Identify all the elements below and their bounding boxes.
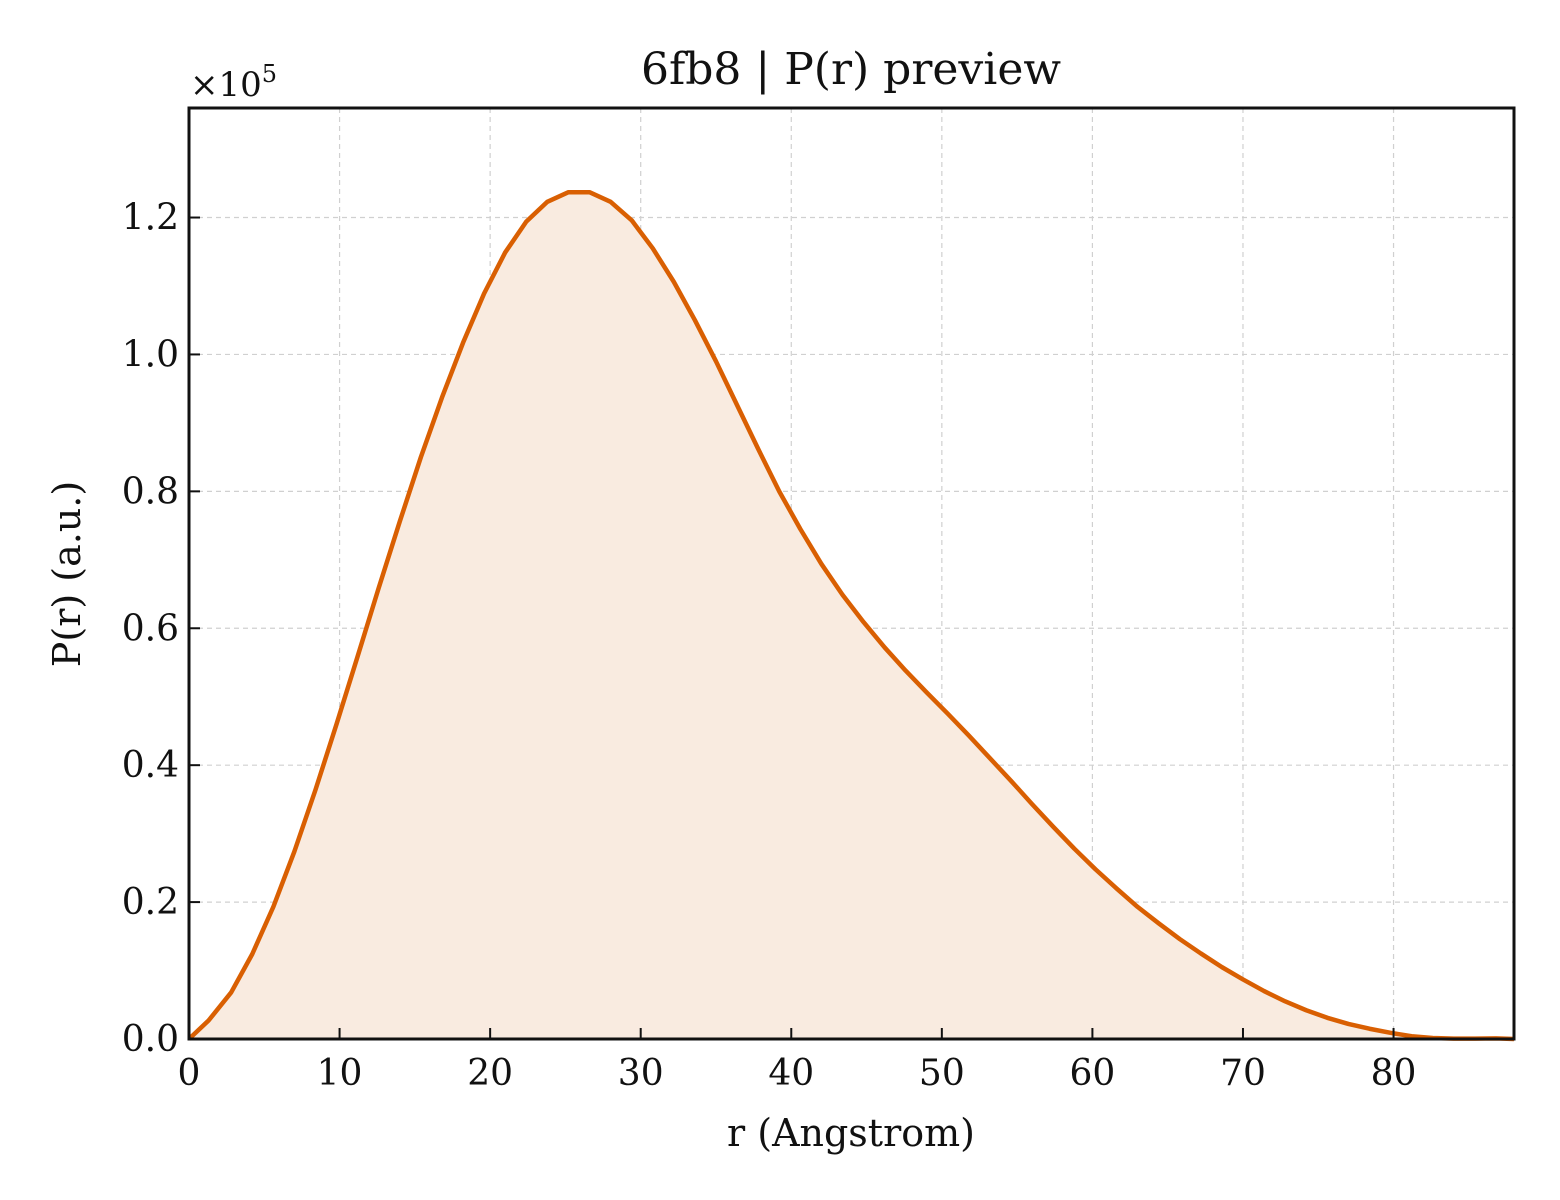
x-tick-label: 30 <box>618 1053 664 1094</box>
y-tick-label: 1.0 <box>122 334 179 375</box>
axis-ticks <box>188 216 1395 1040</box>
chart-title: 6fb8 | P(r) preview <box>641 44 1061 95</box>
x-tick-label: 70 <box>1220 1053 1266 1094</box>
x-tick-label: 20 <box>467 1053 513 1094</box>
y-multiplier-exponent: 5 <box>262 60 277 88</box>
x-tick-label: 80 <box>1371 1053 1417 1094</box>
x-axis-label: r (Angstrom) <box>727 1111 975 1155</box>
y-tick-label: 0.6 <box>122 608 179 649</box>
x-tick-label: 40 <box>768 1053 814 1094</box>
y-tick-label: 0.2 <box>122 882 179 923</box>
pr-area-fill <box>189 192 1514 1039</box>
y-multiplier-base: ×10 <box>190 65 262 105</box>
y-tick-label: 1.2 <box>122 198 179 239</box>
x-tick-label: 50 <box>919 1053 965 1094</box>
y-tick-labels: 0.0 0.2 0.4 0.6 0.8 1.0 1.2 <box>122 198 179 1060</box>
y-tick-label: 0.8 <box>122 471 179 512</box>
x-tick-labels: 0 10 20 30 40 50 60 70 80 <box>178 1053 1417 1094</box>
pr-series-line <box>187 189 1515 1042</box>
x-tick-label: 10 <box>317 1053 363 1094</box>
y-tick-label: 0.4 <box>122 745 179 786</box>
y-multiplier: ×105 <box>190 60 277 105</box>
plot-frame <box>187 106 1516 1041</box>
y-tick-label: 0.0 <box>122 1019 179 1060</box>
x-tick-label: 60 <box>1070 1053 1116 1094</box>
x-tick-label: 0 <box>178 1053 201 1094</box>
y-axis-label: P(r) (a.u.) <box>45 481 89 667</box>
